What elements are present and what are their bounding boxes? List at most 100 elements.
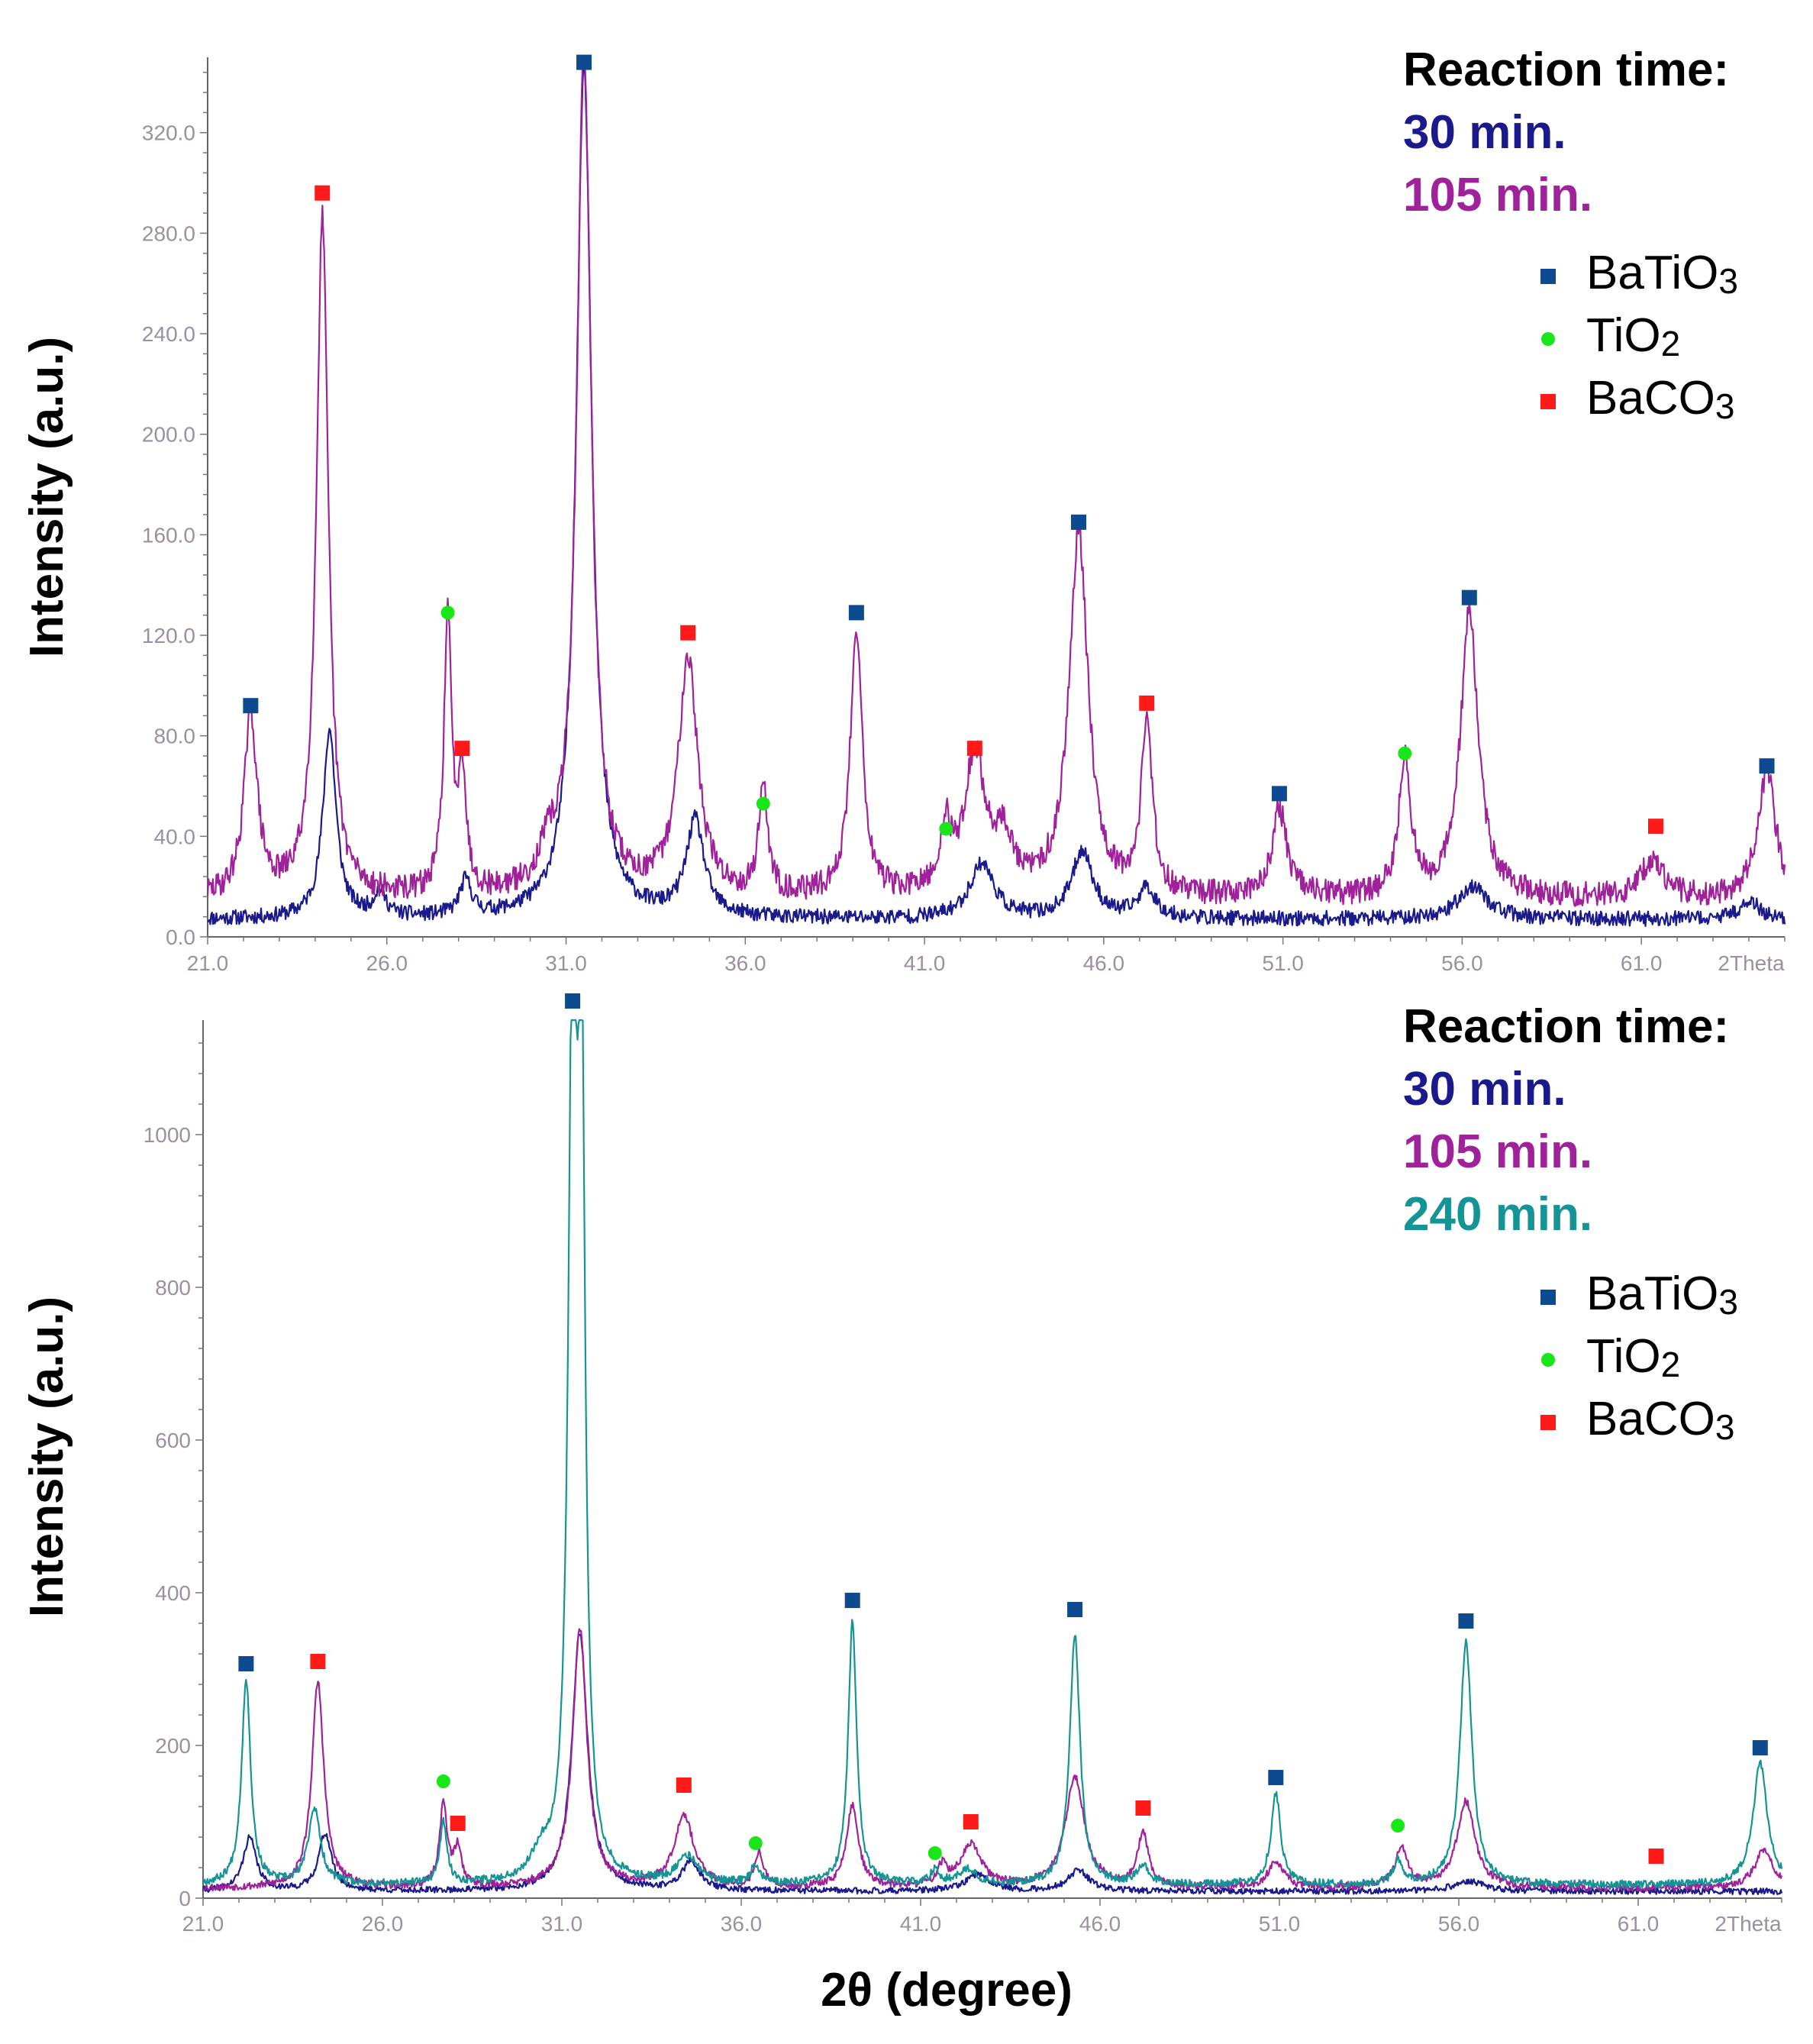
legend-label-subscript: 3 [1715, 1407, 1735, 1447]
y-tick-label: 120.0 [142, 624, 195, 647]
annotation-heading: Reaction time: [1403, 44, 1729, 96]
y-tick-label: 200 [155, 1734, 191, 1758]
marker-batio3 [243, 698, 259, 714]
marker-batio3 [238, 1656, 254, 1671]
legend-label-main: TiO [1586, 309, 1661, 362]
y-tick-label: 1000 [144, 1123, 191, 1147]
marker-batio3 [565, 993, 581, 1009]
marker-batio3 [576, 54, 592, 70]
marker-baco3 [966, 741, 982, 757]
marker-baco3 [310, 1654, 326, 1669]
legend-label-subscript: 2 [1661, 1345, 1681, 1384]
legend-marker-tio2 [1541, 1353, 1555, 1367]
legend-label: BaTiO3 [1586, 247, 1738, 301]
marker-batio3 [1070, 514, 1086, 530]
series-line-30-min [202, 1633, 1783, 1895]
y-axis-title: Intensity (a.u.) [21, 1296, 73, 1617]
legend-label-subscript: 3 [1718, 1282, 1738, 1322]
x-tick-label: 56.0 [1438, 1912, 1480, 1936]
marker-tio2 [1398, 746, 1412, 760]
legend-marker-baco3 [1540, 394, 1556, 409]
legend-label-subscript: 3 [1718, 261, 1738, 301]
marker-batio3 [1458, 1613, 1474, 1629]
y-tick-label: 0 [179, 1887, 191, 1910]
x-tick-label: 46.0 [1083, 951, 1125, 975]
legend-label: TiO2 [1586, 309, 1680, 363]
annotation-entry: 30 min. [1403, 106, 1566, 159]
marker-tio2 [748, 1836, 763, 1850]
legend-marker-batio3 [1540, 1290, 1556, 1305]
marker-batio3 [1461, 589, 1477, 605]
legend-label-main: BaTiO [1586, 247, 1718, 299]
legend-label-main: BaCO [1586, 1393, 1715, 1445]
marker-baco3 [680, 625, 696, 641]
marker-baco3 [676, 1778, 692, 1793]
x-axis-end-label: 2Theta [1718, 951, 1785, 975]
annotation-entry: 105 min. [1403, 1125, 1592, 1178]
x-tick-label: 51.0 [1259, 1912, 1301, 1936]
y-tick-label: 800 [155, 1276, 191, 1300]
annotation-entry: 30 min. [1403, 1063, 1566, 1116]
x-tick-label: 36.0 [721, 1912, 763, 1936]
legend-label: BaCO3 [1586, 1393, 1734, 1447]
x-tick-label: 41.0 [900, 1912, 942, 1936]
marker-tio2 [436, 1774, 450, 1788]
legend-label-main: BaTiO [1586, 1267, 1718, 1320]
legend-label: TiO2 [1586, 1330, 1680, 1384]
legend-label: BaTiO3 [1586, 1267, 1738, 1322]
marker-batio3 [848, 605, 864, 621]
y-tick-label: 40.0 [154, 825, 196, 848]
x-axis-title: 2θ (degree) [821, 1964, 1073, 2017]
x-tick-label: 36.0 [724, 951, 766, 975]
marker-tio2 [1391, 1819, 1405, 1832]
marker-batio3 [1067, 1602, 1083, 1617]
annotation-heading: Reaction time: [1403, 1000, 1729, 1053]
marker-batio3 [1271, 786, 1287, 802]
marker-baco3 [1647, 819, 1663, 835]
marker-batio3 [844, 1593, 860, 1608]
x-tick-label: 26.0 [362, 1912, 404, 1936]
legend-label-subscript: 2 [1661, 324, 1681, 363]
marker-batio3 [1268, 1770, 1284, 1785]
marker-baco3 [1648, 1849, 1664, 1864]
marker-tio2 [939, 822, 953, 836]
marker-baco3 [1139, 695, 1155, 711]
legend-marker-tio2 [1541, 332, 1555, 346]
series-line-105-min [206, 56, 1786, 907]
y-axis-title: Intensity (a.u.) [21, 337, 73, 657]
y-tick-label: 80.0 [154, 725, 196, 748]
y-tick-label: 280.0 [142, 221, 195, 245]
legend-label-main: TiO [1586, 1330, 1661, 1383]
y-tick-label: 160.0 [142, 523, 195, 547]
x-tick-label: 21.0 [182, 1912, 224, 1936]
series-line-240-min [202, 1019, 1783, 1889]
x-tick-label: 31.0 [541, 1912, 583, 1936]
y-tick-label: 600 [155, 1429, 191, 1452]
y-tick-label: 240.0 [142, 322, 195, 346]
legend-marker-batio3 [1540, 269, 1556, 284]
marker-batio3 [1752, 1740, 1768, 1755]
marker-tio2 [756, 796, 770, 811]
y-tick-label: 0.0 [166, 925, 195, 949]
x-axis-end-label: 2Theta [1715, 1912, 1782, 1936]
marker-baco3 [315, 185, 331, 201]
marker-baco3 [1135, 1800, 1151, 1816]
x-tick-label: 31.0 [545, 951, 587, 975]
marker-batio3 [1759, 758, 1775, 774]
x-tick-label: 21.0 [187, 951, 229, 975]
x-tick-label: 26.0 [366, 951, 408, 975]
legend-label: BaCO3 [1586, 372, 1734, 426]
x-tick-label: 51.0 [1262, 951, 1304, 975]
y-tick-label: 320.0 [142, 121, 195, 145]
marker-baco3 [454, 741, 470, 757]
x-tick-label: 56.0 [1441, 951, 1483, 975]
x-tick-label: 61.0 [1621, 951, 1663, 975]
series-line-30-min [207, 63, 1786, 927]
y-tick-label: 400 [155, 1581, 191, 1605]
legend-label-subscript: 3 [1715, 386, 1735, 426]
marker-tio2 [440, 605, 455, 620]
chart-panel-bottom: 0 200 400 600 800 1000 21.0 26.0 31.0 36.0 41.0 46.… [21, 993, 1783, 2017]
marker-tio2 [927, 1846, 942, 1860]
